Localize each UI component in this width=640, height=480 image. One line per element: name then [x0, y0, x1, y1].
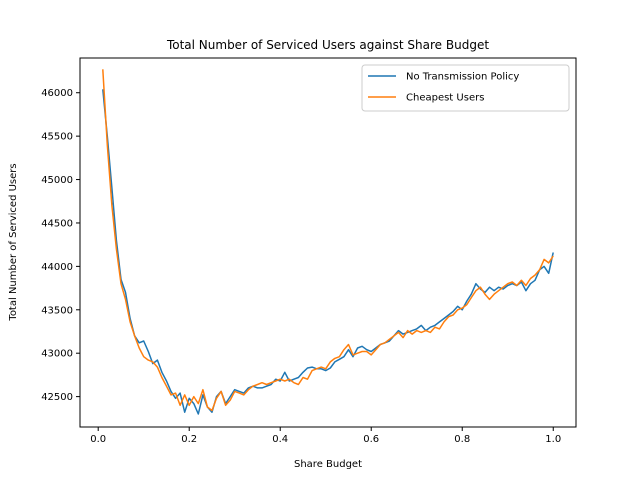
series-line-1 — [102, 89, 554, 415]
y-tick-label: 44500 — [41, 218, 73, 229]
y-tick-label: 42500 — [41, 392, 73, 403]
x-tick-label: 0.4 — [272, 434, 288, 445]
x-tick-label: 0.8 — [454, 434, 470, 445]
x-axis: 0.0 0.2 0.4 0.6 0.8 1.0 — [90, 427, 561, 445]
y-tick-label: 45500 — [41, 132, 73, 143]
x-tick-label: 0.6 — [363, 434, 379, 445]
y-tick-label: 45000 — [41, 175, 73, 186]
legend: No Transmission Policy Cheapest Users — [361, 64, 570, 112]
legend-entry: No Transmission Policy — [406, 72, 519, 83]
y-tick-label: 46000 — [41, 88, 73, 99]
y-tick-label: 43500 — [41, 305, 73, 316]
y-tick-label: 44000 — [41, 262, 73, 273]
legend-entry: Cheapest Users — [406, 93, 484, 104]
y-tick-label: 43000 — [41, 349, 73, 360]
y-axis: 42500 43000 43500 44000 44500 45000 45500 46000 — [41, 88, 80, 403]
series-line-2 — [102, 69, 554, 412]
chart-title: Total Number of Serviced Users against S… — [166, 38, 489, 52]
x-tick-label: 1.0 — [545, 434, 561, 445]
x-tick-label: 0.0 — [90, 434, 106, 445]
plot-frame — [79, 57, 577, 428]
x-axis-label: Share Budget — [294, 459, 362, 470]
plot-area — [102, 69, 554, 415]
x-tick-label: 0.2 — [181, 434, 197, 445]
legend-box — [361, 64, 570, 112]
y-axis-label: Total Number of Serviced Users — [8, 163, 19, 321]
